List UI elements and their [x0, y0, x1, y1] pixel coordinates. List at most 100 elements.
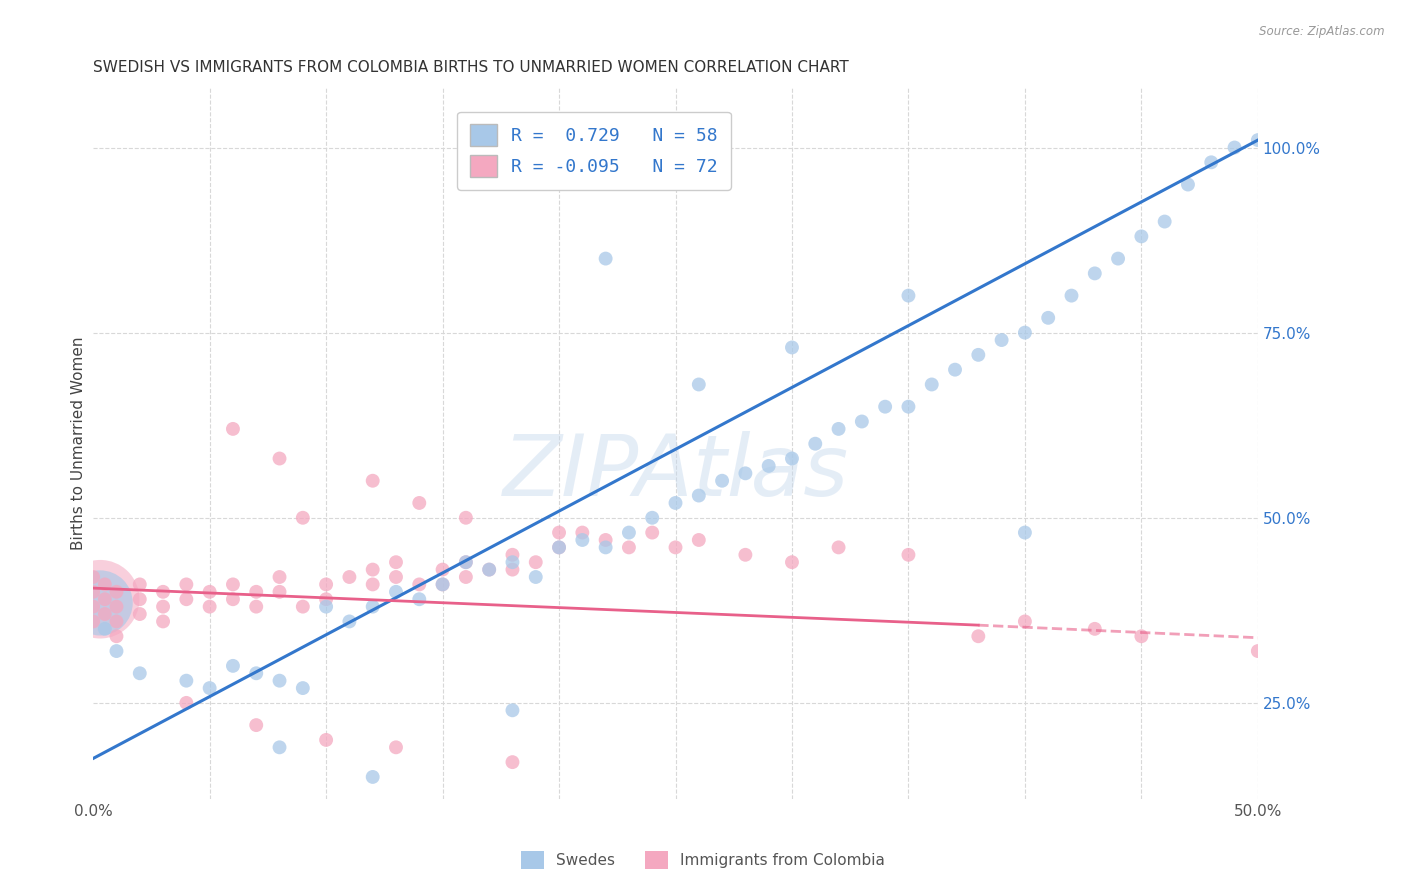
Point — [804, 436, 827, 450]
Point — [990, 333, 1012, 347]
Point — [408, 496, 430, 510]
Point — [501, 555, 523, 569]
Point — [501, 563, 523, 577]
Point — [315, 577, 337, 591]
Point — [548, 525, 571, 540]
Point — [408, 577, 430, 591]
Point — [361, 599, 384, 614]
Point — [315, 592, 337, 607]
Point — [943, 362, 966, 376]
Point — [827, 422, 849, 436]
Point — [780, 451, 803, 466]
Point — [897, 288, 920, 302]
Point — [176, 577, 198, 591]
Point — [711, 474, 734, 488]
Point — [385, 584, 408, 599]
Point — [222, 577, 245, 591]
Point — [432, 563, 454, 577]
Point — [1107, 252, 1129, 266]
Point — [617, 525, 640, 540]
Point — [595, 533, 617, 547]
Point — [641, 510, 664, 524]
Point — [269, 673, 291, 688]
Point — [361, 577, 384, 591]
Point — [780, 341, 803, 355]
Point — [291, 510, 314, 524]
Point — [152, 599, 174, 614]
Point — [269, 740, 291, 755]
Point — [245, 718, 267, 732]
Point — [897, 400, 920, 414]
Point — [664, 496, 686, 510]
Text: Source: ZipAtlas.com: Source: ZipAtlas.com — [1260, 25, 1385, 38]
Text: SWEDISH VS IMMIGRANTS FROM COLOMBIA BIRTHS TO UNMARRIED WOMEN CORRELATION CHART: SWEDISH VS IMMIGRANTS FROM COLOMBIA BIRT… — [93, 60, 849, 75]
Point — [454, 570, 477, 584]
Point — [339, 570, 361, 584]
Point — [105, 629, 128, 643]
Point — [82, 570, 104, 584]
Point — [524, 570, 547, 584]
Point — [152, 584, 174, 599]
Point — [1130, 629, 1153, 643]
Point — [595, 252, 617, 266]
Point — [454, 510, 477, 524]
Point — [641, 525, 664, 540]
Point — [94, 622, 117, 636]
Point — [501, 703, 523, 717]
Text: ZIPAtlas: ZIPAtlas — [502, 431, 849, 514]
Point — [82, 599, 104, 614]
Point — [94, 577, 117, 591]
Legend: Swedes, Immigrants from Colombia: Swedes, Immigrants from Colombia — [515, 845, 891, 875]
Point — [1084, 266, 1107, 280]
Point — [222, 592, 245, 607]
Point — [921, 377, 943, 392]
Point — [501, 548, 523, 562]
Point — [1038, 310, 1060, 325]
Point — [128, 666, 150, 681]
Point — [198, 681, 221, 695]
Point — [454, 555, 477, 569]
Point — [128, 592, 150, 607]
Point — [734, 548, 756, 562]
Point — [1177, 178, 1199, 192]
Point — [94, 592, 117, 607]
Point — [478, 563, 501, 577]
Point — [478, 563, 501, 577]
Point — [758, 458, 780, 473]
Point — [105, 599, 128, 614]
Point — [595, 541, 617, 555]
Point — [89, 592, 111, 607]
Point — [152, 615, 174, 629]
Point — [385, 570, 408, 584]
Point — [269, 584, 291, 599]
Point — [897, 548, 920, 562]
Point — [1199, 155, 1222, 169]
Point — [82, 615, 104, 629]
Legend: R =  0.729   N = 58, R = -0.095   N = 72: R = 0.729 N = 58, R = -0.095 N = 72 — [457, 112, 731, 190]
Point — [664, 541, 686, 555]
Point — [245, 584, 267, 599]
Point — [128, 577, 150, 591]
Point — [734, 467, 756, 481]
Point — [105, 644, 128, 658]
Point — [315, 733, 337, 747]
Point — [1247, 133, 1270, 147]
Point — [1014, 326, 1036, 340]
Point — [176, 673, 198, 688]
Point — [548, 541, 571, 555]
Point — [222, 658, 245, 673]
Point — [688, 377, 710, 392]
Point — [432, 577, 454, 591]
Y-axis label: Births to Unmarried Women: Births to Unmarried Women — [72, 337, 86, 550]
Point — [222, 422, 245, 436]
Point — [198, 584, 221, 599]
Point — [269, 451, 291, 466]
Point — [571, 525, 593, 540]
Point — [89, 596, 111, 610]
Point — [688, 489, 710, 503]
Point — [1084, 622, 1107, 636]
Point — [524, 555, 547, 569]
Point — [967, 348, 990, 362]
Point — [105, 615, 128, 629]
Point — [688, 533, 710, 547]
